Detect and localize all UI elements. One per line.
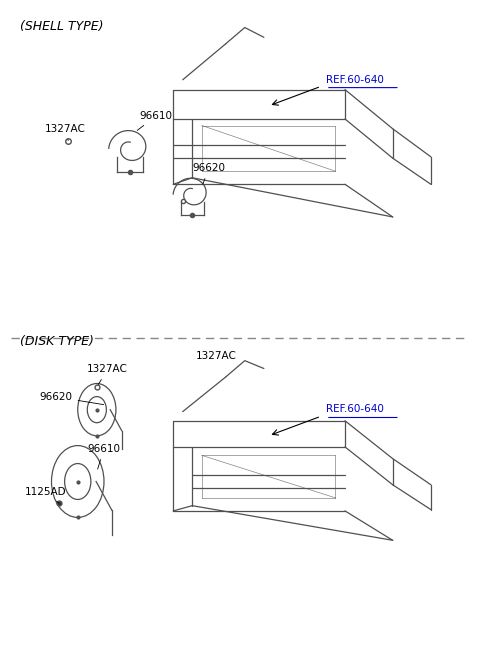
Text: 1327AC: 1327AC — [44, 124, 85, 140]
Text: 96620: 96620 — [39, 392, 104, 405]
Text: 96620: 96620 — [192, 163, 225, 184]
Text: 96610: 96610 — [137, 111, 173, 131]
Text: (SHELL TYPE): (SHELL TYPE) — [21, 20, 104, 33]
Text: (DISK TYPE): (DISK TYPE) — [21, 335, 95, 348]
Text: 1327AC: 1327AC — [196, 351, 237, 361]
Text: REF.60-640: REF.60-640 — [326, 75, 384, 85]
Text: 96610: 96610 — [87, 444, 120, 469]
Text: 1327AC: 1327AC — [87, 365, 128, 384]
Text: REF.60-640: REF.60-640 — [326, 404, 384, 414]
Text: 1125AD: 1125AD — [25, 487, 67, 503]
